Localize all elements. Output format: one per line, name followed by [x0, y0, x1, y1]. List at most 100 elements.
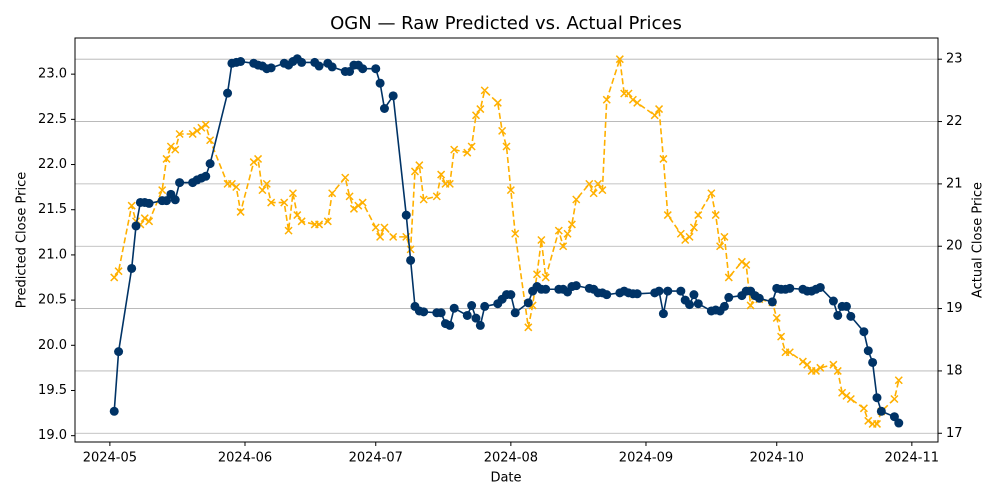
point-marker	[379, 103, 389, 113]
point-marker	[293, 211, 302, 220]
x-axis-label: Date	[490, 471, 521, 486]
point-marker	[297, 57, 307, 67]
point-marker	[872, 419, 882, 428]
point-marker	[754, 293, 764, 303]
point-marker	[663, 286, 673, 296]
point-marker	[140, 214, 149, 223]
point-marker	[410, 167, 420, 176]
point-marker	[846, 394, 855, 404]
point-marker	[475, 320, 485, 330]
point-marker	[389, 232, 398, 241]
point-marker	[724, 292, 734, 302]
point-marker	[315, 220, 324, 229]
point-marker	[314, 61, 324, 71]
point-marker	[341, 173, 350, 182]
point-marker	[863, 346, 873, 356]
y2-tick-label: 23	[946, 52, 963, 67]
point-marker	[450, 145, 459, 154]
point-marker	[798, 357, 807, 366]
point-marker	[371, 64, 381, 74]
point-marker	[175, 129, 184, 139]
y2-tick-label: 19	[946, 301, 963, 316]
point-marker	[889, 412, 899, 422]
point-marker	[585, 179, 594, 188]
point-marker	[681, 235, 690, 245]
point-marker	[171, 145, 180, 154]
y-tick-label: 22.0	[38, 157, 67, 172]
point-marker	[419, 195, 428, 204]
point-marker	[323, 217, 332, 226]
point-marker	[716, 242, 725, 251]
point-marker	[449, 303, 459, 313]
point-marker	[280, 198, 289, 207]
point-marker	[694, 211, 703, 220]
y-axis-label: Predicted Close Price	[15, 172, 30, 308]
series-line	[113, 57, 900, 424]
point-marker	[742, 260, 751, 269]
y-tick-label: 23.0	[38, 67, 67, 82]
point-marker	[859, 404, 868, 413]
point-marker	[833, 366, 842, 375]
point-marker	[602, 95, 611, 104]
plot-frame	[74, 37, 939, 443]
point-marker	[158, 186, 167, 195]
point-marker	[598, 186, 607, 195]
point-marker	[262, 179, 271, 188]
point-marker	[724, 273, 733, 282]
point-marker	[502, 142, 511, 151]
point-marker	[593, 179, 603, 188]
point-marker	[236, 207, 245, 216]
point-marker	[628, 95, 637, 104]
point-marker	[206, 136, 215, 145]
point-marker	[890, 394, 899, 404]
y2-axis-label: Actual Close Price	[971, 182, 986, 298]
point-marker	[288, 189, 297, 198]
point-marker	[711, 211, 720, 220]
point-marker	[524, 323, 533, 332]
point-marker	[841, 301, 851, 311]
point-marker	[267, 198, 276, 207]
point-marker	[846, 311, 856, 321]
point-marker	[571, 281, 581, 291]
point-marker	[658, 309, 668, 319]
point-marker	[345, 192, 354, 201]
point-marker	[559, 242, 568, 251]
point-marker	[114, 347, 124, 357]
point-marker	[467, 142, 476, 151]
point-marker	[785, 283, 795, 293]
point-marker	[406, 255, 416, 265]
point-marker	[632, 289, 642, 299]
point-marker	[354, 201, 363, 210]
point-marker	[145, 217, 154, 226]
point-marker	[746, 301, 755, 310]
point-marker	[650, 111, 659, 120]
point-marker	[401, 210, 411, 220]
point-marker	[767, 297, 777, 307]
point-marker	[175, 178, 185, 188]
chart-title: OGN — Raw Predicted vs. Actual Prices	[330, 13, 682, 34]
series-line	[113, 58, 900, 425]
point-marker	[777, 332, 786, 341]
point-marker	[828, 296, 838, 306]
point-marker	[371, 223, 380, 232]
y2-tick-label: 17	[946, 426, 963, 441]
point-marker	[436, 308, 446, 318]
point-marker	[345, 66, 355, 76]
point-marker	[532, 270, 542, 279]
point-marker	[162, 196, 172, 206]
point-marker	[572, 195, 581, 204]
point-marker	[471, 111, 481, 120]
point-marker	[523, 298, 533, 308]
point-marker	[785, 348, 794, 357]
point-marker	[663, 211, 672, 220]
point-marker	[868, 357, 878, 367]
point-marker	[328, 189, 337, 198]
point-marker	[258, 186, 267, 195]
point-marker	[114, 267, 123, 276]
point-marker	[170, 195, 180, 205]
point-marker	[811, 366, 820, 375]
point-marker	[358, 198, 367, 207]
y-tick-label: 19.5	[38, 383, 67, 398]
point-marker	[719, 301, 729, 311]
point-marker	[480, 86, 489, 95]
